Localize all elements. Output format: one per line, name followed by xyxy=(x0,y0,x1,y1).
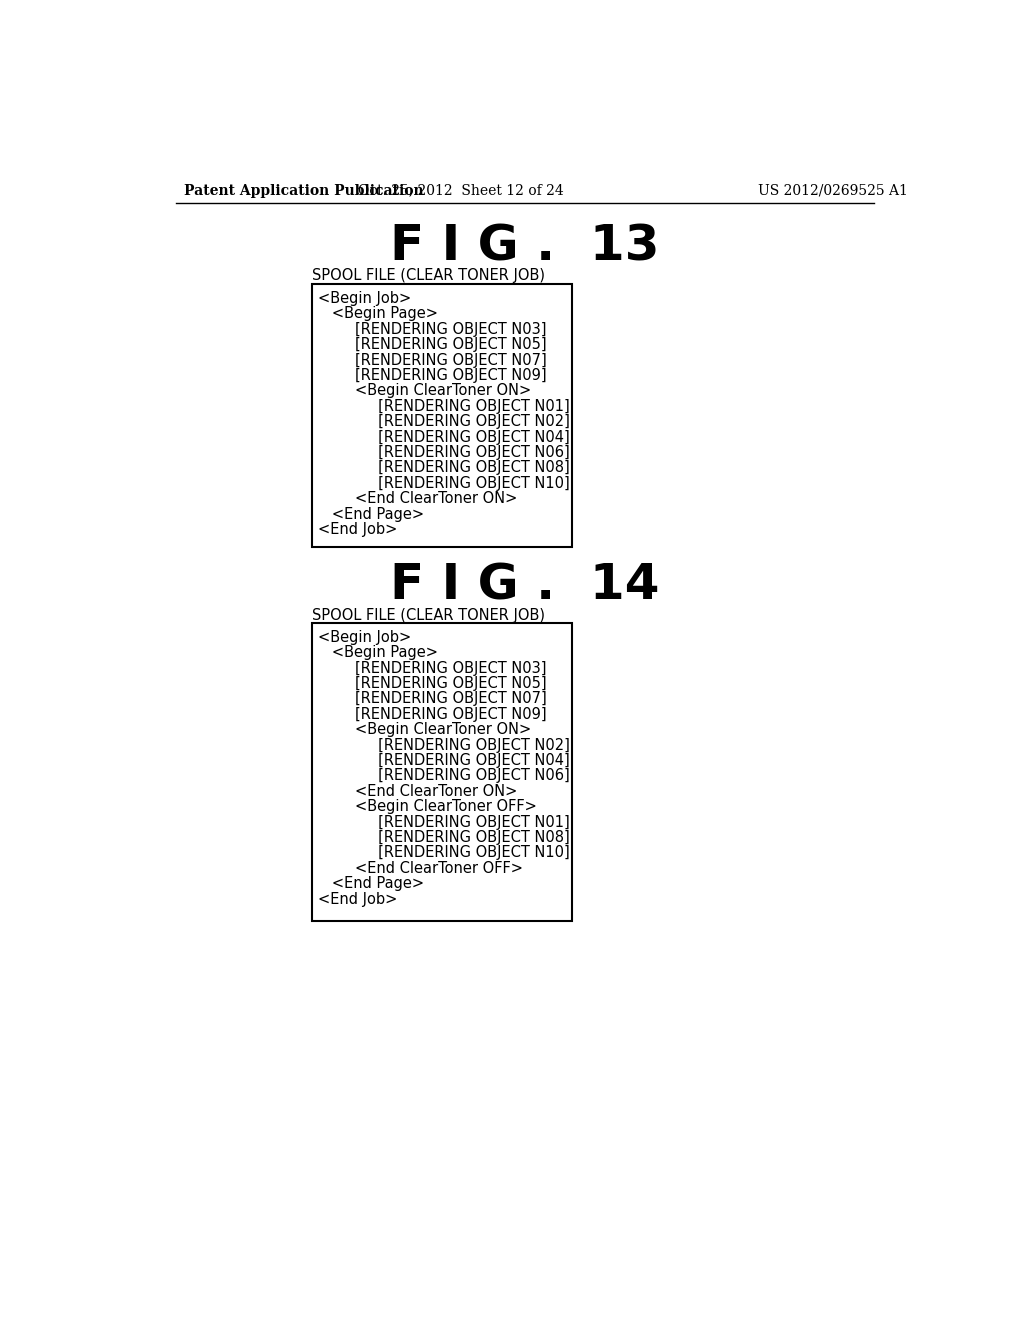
Text: <Begin ClearToner OFF>: <Begin ClearToner OFF> xyxy=(317,799,537,814)
Text: <End ClearToner OFF>: <End ClearToner OFF> xyxy=(317,861,523,876)
Text: SPOOL FILE (CLEAR TONER JOB): SPOOL FILE (CLEAR TONER JOB) xyxy=(312,607,546,623)
Text: [RENDERING OBJECT N03]: [RENDERING OBJECT N03] xyxy=(317,322,547,337)
Text: [RENDERING OBJECT N10]: [RENDERING OBJECT N10] xyxy=(317,475,569,491)
Text: <End Job>: <End Job> xyxy=(317,521,397,537)
Text: [RENDERING OBJECT N07]: [RENDERING OBJECT N07] xyxy=(317,352,547,368)
Text: [RENDERING OBJECT N03]: [RENDERING OBJECT N03] xyxy=(317,660,547,676)
Text: <Begin Job>: <Begin Job> xyxy=(317,290,411,306)
Text: <End ClearToner ON>: <End ClearToner ON> xyxy=(317,491,517,507)
Text: [RENDERING OBJECT N08]: [RENDERING OBJECT N08] xyxy=(317,461,569,475)
Text: <Begin Job>: <Begin Job> xyxy=(317,630,411,645)
Text: [RENDERING OBJECT N06]: [RENDERING OBJECT N06] xyxy=(317,445,569,461)
Text: F I G .  13: F I G . 13 xyxy=(390,223,659,271)
Text: [RENDERING OBJECT N05]: [RENDERING OBJECT N05] xyxy=(317,337,547,352)
Text: <End Page>: <End Page> xyxy=(317,507,424,521)
Text: Patent Application Publication: Patent Application Publication xyxy=(183,183,424,198)
Text: [RENDERING OBJECT N06]: [RENDERING OBJECT N06] xyxy=(317,768,569,784)
Text: <Begin Page>: <Begin Page> xyxy=(317,645,438,660)
Text: [RENDERING OBJECT N01]: [RENDERING OBJECT N01] xyxy=(317,814,569,830)
Text: [RENDERING OBJECT N01]: [RENDERING OBJECT N01] xyxy=(317,399,569,414)
Text: <Begin ClearToner ON>: <Begin ClearToner ON> xyxy=(317,722,531,738)
Text: F I G .  14: F I G . 14 xyxy=(390,562,659,610)
Text: [RENDERING OBJECT N08]: [RENDERING OBJECT N08] xyxy=(317,830,569,845)
Text: [RENDERING OBJECT N02]: [RENDERING OBJECT N02] xyxy=(317,738,569,752)
Text: [RENDERING OBJECT N04]: [RENDERING OBJECT N04] xyxy=(317,429,569,445)
Text: [RENDERING OBJECT N07]: [RENDERING OBJECT N07] xyxy=(317,692,547,706)
Text: Oct. 25, 2012  Sheet 12 of 24: Oct. 25, 2012 Sheet 12 of 24 xyxy=(358,183,564,198)
Text: [RENDERING OBJECT N09]: [RENDERING OBJECT N09] xyxy=(317,706,547,722)
Text: [RENDERING OBJECT N02]: [RENDERING OBJECT N02] xyxy=(317,414,569,429)
Text: [RENDERING OBJECT N04]: [RENDERING OBJECT N04] xyxy=(317,752,569,768)
Text: [RENDERING OBJECT N10]: [RENDERING OBJECT N10] xyxy=(317,845,569,861)
Text: <Begin ClearToner ON>: <Begin ClearToner ON> xyxy=(317,383,531,399)
Text: <End Page>: <End Page> xyxy=(317,876,424,891)
Text: [RENDERING OBJECT N05]: [RENDERING OBJECT N05] xyxy=(317,676,547,692)
Text: [RENDERING OBJECT N09]: [RENDERING OBJECT N09] xyxy=(317,368,547,383)
Text: US 2012/0269525 A1: US 2012/0269525 A1 xyxy=(759,183,908,198)
Text: <Begin Page>: <Begin Page> xyxy=(317,306,438,322)
Text: <End Job>: <End Job> xyxy=(317,891,397,907)
Text: <End ClearToner ON>: <End ClearToner ON> xyxy=(317,784,517,799)
Text: SPOOL FILE (CLEAR TONER JOB): SPOOL FILE (CLEAR TONER JOB) xyxy=(312,268,546,282)
FancyBboxPatch shape xyxy=(312,284,572,548)
FancyBboxPatch shape xyxy=(312,623,572,921)
